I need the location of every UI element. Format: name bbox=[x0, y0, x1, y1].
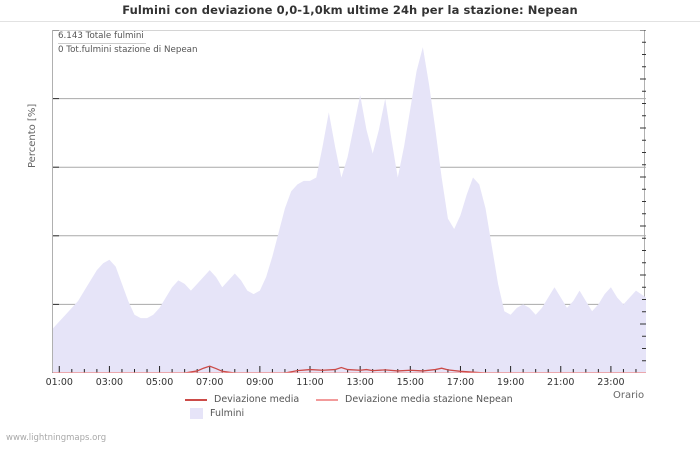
legend-item-fulmini[interactable]: Fulmini bbox=[185, 408, 244, 419]
legend-swatch-area-fulmini bbox=[190, 408, 203, 419]
annotation-station-lightning: 0 Tot.fulmini stazione di Nepean bbox=[58, 44, 198, 55]
legend-label-deviazione-media: Deviazione media bbox=[214, 394, 300, 405]
footer-url: www.lightningmaps.org bbox=[6, 433, 107, 443]
legend-swatch-line-deviazione-media bbox=[185, 398, 207, 401]
chart-canvas bbox=[53, 30, 646, 373]
x-axis-tick-17-00: 17:00 bbox=[446, 377, 475, 388]
legend-row-2: Fulmini bbox=[0, 408, 700, 422]
legend-swatch-line-deviazione-media-stazione bbox=[316, 398, 338, 401]
plot-area: 6.143 Totale fulmini 0 Tot.fulmini stazi… bbox=[27, 30, 646, 388]
x-axis-tick-15-00: 15:00 bbox=[396, 377, 424, 388]
x-axis-tick-01-00: 01:00 bbox=[45, 377, 73, 388]
page-title: Fulmini con deviazione 0,0-1,0km ultime … bbox=[122, 3, 578, 17]
x-axis-tick-21-00: 21:00 bbox=[547, 377, 575, 388]
title-divider bbox=[0, 21, 700, 22]
y-axis-left-label: Percento [%] bbox=[27, 103, 38, 168]
x-axis-tick-19-00: 19:00 bbox=[496, 377, 525, 388]
annotation-total-lightning: 6.143 Totale fulmini bbox=[58, 30, 146, 44]
x-axis-tick-05-00: 05:00 bbox=[145, 377, 174, 388]
legend-item-deviazione-media-stazione[interactable]: Deviazione media stazione Nepean bbox=[316, 394, 513, 405]
fulmini-area-series bbox=[53, 47, 646, 373]
annotation-box: 6.143 Totale fulmini 0 Tot.fulmini stazi… bbox=[58, 30, 198, 56]
x-axis-tick-03-00: 03:00 bbox=[95, 377, 124, 388]
legend-item-deviazione-media[interactable]: Deviazione media bbox=[185, 394, 299, 405]
x-axis-tick-23-00: 23:00 bbox=[597, 377, 625, 388]
legend-row-1: Deviazione media Deviazione media stazio… bbox=[0, 394, 700, 408]
x-axis-tick-07-00: 07:00 bbox=[196, 377, 224, 388]
x-axis-label: Orario bbox=[613, 390, 645, 401]
legend-label-fulmini: Fulmini bbox=[210, 408, 245, 419]
legend-label-deviazione-media-stazione: Deviazione media stazione Nepean bbox=[345, 394, 513, 405]
x-axis-tick-11-00: 11:00 bbox=[296, 377, 324, 388]
x-axis-tick-13-00: 13:00 bbox=[346, 377, 374, 388]
x-axis-tick-09-00: 09:00 bbox=[246, 377, 274, 388]
deviation-line-series bbox=[53, 365, 646, 373]
